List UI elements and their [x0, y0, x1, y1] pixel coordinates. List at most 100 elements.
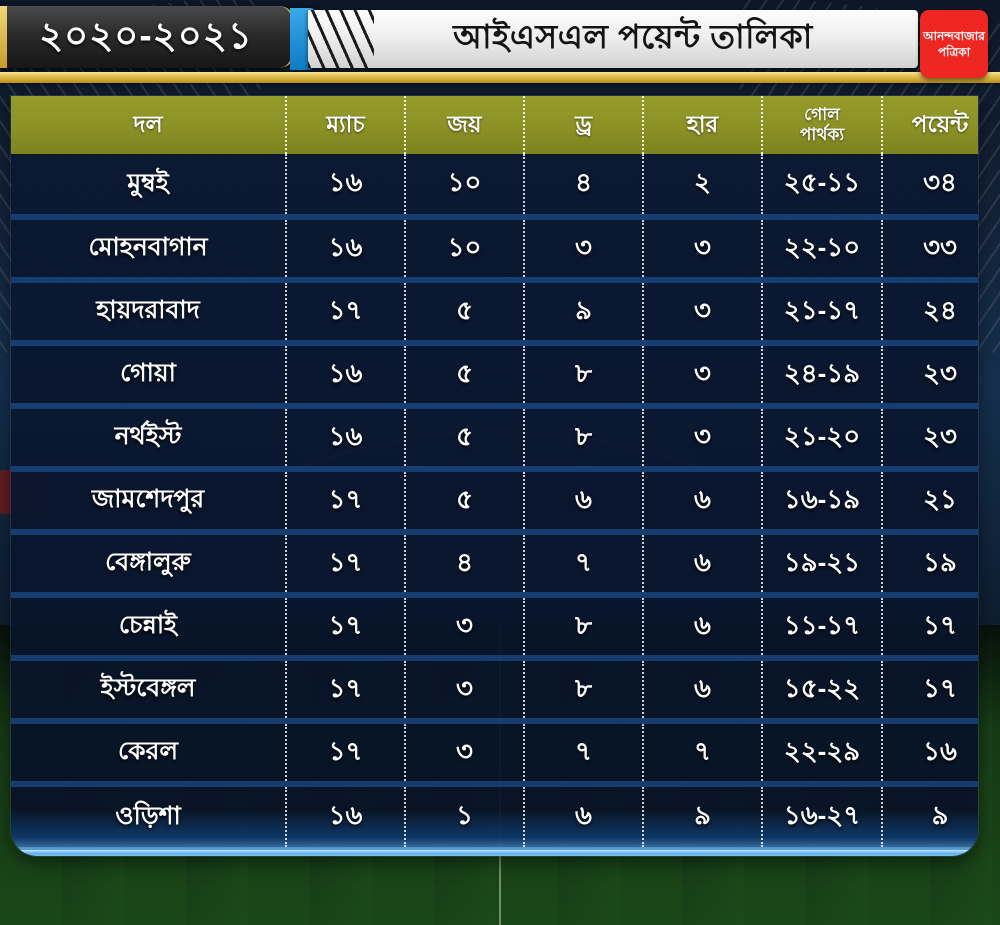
cell-draws: ৩: [524, 217, 644, 283]
points-table: দল ম্যাচ জয় ড্র হার গোল পার্থক্য পয়েন্…: [11, 96, 978, 847]
table-row[interactable]: চেন্নাই ১৭ ৩ ৮ ৬ ১১-১৭ ১৭: [11, 595, 978, 661]
cell-matches: ১৬: [286, 217, 406, 283]
cell-gd: ২১-২০: [762, 406, 883, 472]
cell-gd: ২২-১০: [762, 217, 883, 283]
gold-divider-band: [0, 72, 1000, 83]
cell-wins: ১০: [405, 154, 525, 220]
cell-losses: ৩: [643, 343, 763, 409]
cell-losses: ২: [643, 154, 763, 220]
cell-wins: ৫: [405, 469, 525, 535]
cell-gd: ১৫-২২: [762, 658, 883, 724]
table-row[interactable]: বেঙ্গালুরু ১৭ ৪ ৭ ৬ ১৯-২১ ১৯: [11, 532, 978, 598]
cell-gd: ২৪-১৯: [762, 343, 883, 409]
cell-team: নর্থইস্ট: [11, 406, 287, 472]
cell-draws: ৭: [524, 532, 644, 598]
table-row[interactable]: জামশেদপুর ১৭ ৫ ৬ ৬ ১৬-১৯ ২১: [11, 469, 978, 535]
cell-draws: ৮: [524, 406, 644, 472]
cell-matches: ১৬: [286, 406, 406, 472]
column-header-points: পয়েন্ট: [882, 96, 978, 154]
cell-draws: ৮: [524, 658, 644, 724]
cell-wins: ১০: [405, 217, 525, 283]
column-header-wins: জয়: [405, 96, 525, 154]
cell-gd: ২৫-১১: [762, 154, 883, 220]
cell-points: ৯: [882, 784, 978, 847]
cell-losses: ৬: [643, 469, 763, 535]
cell-draws: ৬: [524, 469, 644, 535]
cell-team: বেঙ্গালুরু: [11, 532, 287, 598]
season-label: ২০২০-২০২১: [39, 14, 253, 56]
cell-points: ৩৪: [882, 154, 978, 220]
cell-team: কেরল: [11, 721, 287, 787]
cell-wins: ৩: [405, 658, 525, 724]
cell-gd: ২২-২৯: [762, 721, 883, 787]
cell-matches: ১৭: [286, 658, 406, 724]
column-header-team: দল: [11, 96, 287, 154]
cell-wins: ১: [405, 784, 525, 847]
cell-draws: ৪: [524, 154, 644, 220]
table-row[interactable]: কেরল ১৭ ৩ ৭ ৭ ২২-২৯ ১৬: [11, 721, 978, 787]
cell-team: মোহনবাগান: [11, 217, 287, 283]
cell-gd: ১৯-২১: [762, 532, 883, 598]
page-header: ২০২০-২০২১ আইএসএল পয়েন্ট তালিকা আনন্দবাজ…: [0, 0, 1000, 88]
cell-points: ২৪: [882, 280, 978, 346]
cell-draws: ৬: [524, 784, 644, 847]
table-row[interactable]: ইস্টবেঙ্গল ১৭ ৩ ৮ ৬ ১৫-২২ ১৭: [11, 658, 978, 724]
table-row[interactable]: গোয়া ১৬ ৫ ৮ ৩ ২৪-১৯ ২৩: [11, 343, 978, 409]
cell-losses: ৬: [643, 658, 763, 724]
cell-team: জামশেদপুর: [11, 469, 287, 535]
column-header-draws: ড্র: [524, 96, 644, 154]
cell-draws: ৮: [524, 595, 644, 661]
page-title: আইএসএল পয়েন্ট তালিকা: [453, 18, 813, 55]
cell-gd: ১৬-২৭: [762, 784, 883, 847]
cell-points: ১৭: [882, 658, 978, 724]
title-plate: আইএসএল পয়েন্ট তালিকা: [308, 10, 918, 68]
cell-draws: ৯: [524, 280, 644, 346]
cell-wins: ৫: [405, 343, 525, 409]
points-table-panel: দল ম্যাচ জয় ড্র হার গোল পার্থক্য পয়েন্…: [11, 96, 978, 856]
cell-draws: ৭: [524, 721, 644, 787]
publisher-logo: আনন্দবাজার পত্রিকা: [920, 10, 988, 78]
cell-team: মুম্বই: [11, 154, 287, 220]
cell-points: ১৭: [882, 595, 978, 661]
cell-team: চেন্নাই: [11, 595, 287, 661]
cell-losses: ৩: [643, 280, 763, 346]
column-header-losses: হার: [643, 96, 763, 154]
cell-matches: ১৭: [286, 595, 406, 661]
cell-team: ওড়িশা: [11, 784, 287, 847]
cell-losses: ৬: [643, 532, 763, 598]
cell-wins: ৩: [405, 595, 525, 661]
table-row[interactable]: ওড়িশা ১৬ ১ ৬ ৯ ১৬-২৭ ৯: [11, 784, 978, 847]
column-header-gd-line1: গোল: [804, 104, 840, 124]
cell-wins: ৪: [405, 532, 525, 598]
cell-points: ১৬: [882, 721, 978, 787]
cell-points: ২১: [882, 469, 978, 535]
cell-matches: ১৬: [286, 784, 406, 847]
cell-losses: ৩: [643, 406, 763, 472]
publisher-logo-line2: পত্রিকা: [937, 45, 971, 59]
cell-losses: ৯: [643, 784, 763, 847]
cell-points: ২৩: [882, 343, 978, 409]
table-row[interactable]: হায়দরাবাদ ১৭ ৫ ৯ ৩ ২১-১৭ ২৪: [11, 280, 978, 346]
cell-losses: ৬: [643, 595, 763, 661]
cell-matches: ১৭: [286, 469, 406, 535]
cell-matches: ১৭: [286, 532, 406, 598]
column-header-goal-difference: গোল পার্থক্য: [762, 96, 883, 154]
cell-points: ৩৩: [882, 217, 978, 283]
cell-gd: ২১-১৭: [762, 280, 883, 346]
column-header-matches: ম্যাচ: [286, 96, 406, 154]
cell-gd: ১৬-১৯: [762, 469, 883, 535]
table-row[interactable]: মুম্বই ১৬ ১০ ৪ ২ ২৫-১১ ৩৪: [11, 154, 978, 220]
column-header-gd-line2: পার্থক্য: [799, 125, 845, 144]
cell-team: হায়দরাবাদ: [11, 280, 287, 346]
table-body: মুম্বই ১৬ ১০ ৪ ২ ২৫-১১ ৩৪ মোহনবাগান ১৬ ১০ ৩ ৩ ২২-১০ ৩…: [11, 154, 978, 847]
table-row[interactable]: মোহনবাগান ১৬ ১০ ৩ ৩ ২২-১০ ৩৩: [11, 217, 978, 283]
cell-draws: ৮: [524, 343, 644, 409]
cell-matches: ১৬: [286, 154, 406, 220]
cell-wins: ৫: [405, 406, 525, 472]
table-row[interactable]: নর্থইস্ট ১৬ ৫ ৮ ৩ ২১-২০ ২৩: [11, 406, 978, 472]
cell-losses: ৭: [643, 721, 763, 787]
cell-losses: ৩: [643, 217, 763, 283]
cell-points: ১৯: [882, 532, 978, 598]
cell-gd: ১১-১৭: [762, 595, 883, 661]
season-plate: ২০২০-২০২১: [0, 6, 295, 68]
